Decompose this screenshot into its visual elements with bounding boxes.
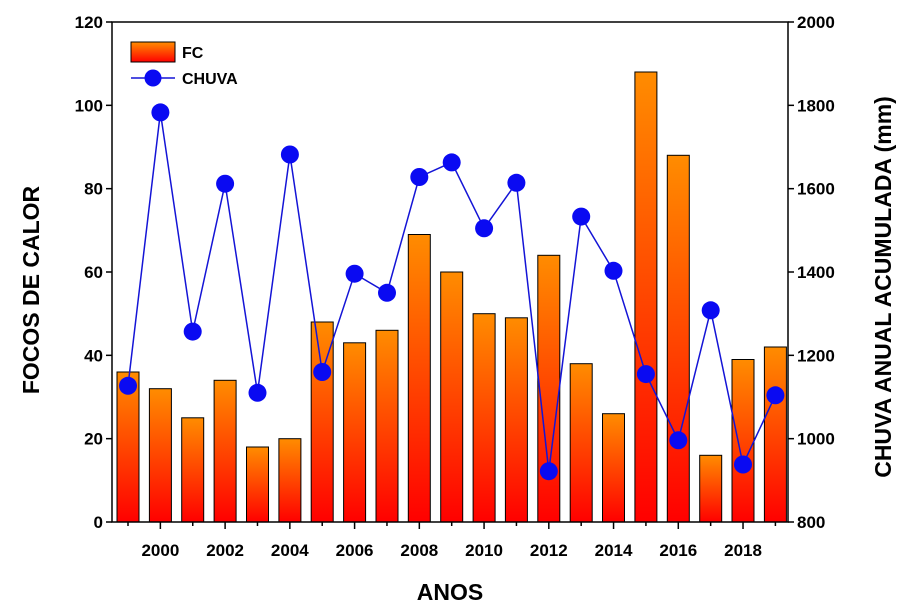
rain-point-2019 [766,386,785,405]
bar-fc-2018 [731,359,755,523]
bar-fc-2010 [472,313,496,523]
x-tick-label-2016: 2016 [659,541,697,560]
x-tick-label-2000: 2000 [141,541,179,560]
legend-chuva-marker [144,69,162,87]
y-right-tick-label-1400: 1400 [797,263,835,282]
y-right-tick-label-1000: 1000 [797,430,835,449]
x-tick-label-2010: 2010 [465,541,503,560]
rain-point-2010 [475,219,494,238]
rain-point-2011 [507,173,526,192]
rain-point-2013 [572,207,591,226]
rain-point-2004 [280,145,299,164]
x-tick-label-2014: 2014 [595,541,633,560]
rain-point-2005 [313,363,332,381]
legend-fc-label: FC [182,45,204,62]
bar-fc-2009 [440,271,464,523]
y-left-axis-title: FOCOS DE CALOR [18,185,44,394]
x-tick-label-2012: 2012 [530,541,568,560]
rain-point-2006 [345,264,364,283]
rain-point-1999 [119,376,137,395]
rain-line-group [119,103,785,481]
bar-fc-2001 [181,417,205,523]
bar-fc-2014 [602,413,625,523]
bar-fc-2008 [407,234,431,523]
y-right-tick-label-1800: 1800 [797,96,835,115]
rain-point-2015 [636,365,655,384]
y-left-tick-label-20: 20 [84,430,103,449]
x-axis-title: ANOS [417,579,483,603]
rain-point-2000 [151,103,170,122]
y-right-tick-label-800: 800 [797,513,825,532]
bar-fc-2017 [699,454,723,523]
legend: FC CHUVA [130,41,238,88]
bar-fc-2007 [375,329,399,523]
bar-fc-2004 [278,438,302,523]
y-left-tick-label-0: 0 [94,513,103,532]
rain-point-2016 [669,431,688,450]
bar-fc-2011 [504,317,528,523]
legend-fc-swatch [130,41,176,63]
legend-chuva-label: CHUVA [182,71,238,88]
x-tick-label-2008: 2008 [400,541,438,560]
bar-fc-2019 [763,346,787,523]
y-left-tick-label-100: 100 [75,96,103,115]
rain-point-2007 [378,283,396,302]
bar-fc-2013 [569,363,593,523]
y-right-tick-label-2000: 2000 [797,13,835,32]
rain-point-2017 [701,301,720,320]
rain-point-2008 [410,168,429,186]
rain-point-2018 [734,455,752,474]
x-tick-label-2018: 2018 [724,541,762,560]
rain-point-2014 [604,261,623,280]
y-left-tick-label-80: 80 [84,180,103,199]
y-right-axis-title: CHUVA ANUAL ACUMULADA (mm) [870,96,896,478]
x-tick-label-2006: 2006 [336,541,374,560]
rain-point-2001 [183,322,202,341]
bar-fc-2006 [343,342,367,523]
x-tick-label-2004: 2004 [271,541,309,560]
y-left-tick-label-60: 60 [84,263,103,282]
bar-fc-2002 [213,379,237,523]
y-right-tick-label-1600: 1600 [797,180,835,199]
bar-fc-2016 [666,154,690,523]
rain-point-2003 [248,383,267,402]
bar-fc-2012 [537,254,561,523]
rain-point-2002 [216,174,235,193]
rain-point-2012 [539,462,558,481]
bar-fc-2003 [246,446,269,523]
y-right-tick-label-1200: 1200 [797,346,835,365]
bar-fc-2005 [310,321,334,523]
rain-point-2009 [442,153,461,172]
bar-fc-2000 [148,388,172,523]
axes-group: 0 20 40 60 80 100 120 800 1000 1200 1400 1600 1800 20… [75,13,835,560]
y-left-tick-label-120: 120 [75,13,103,32]
bar-fc-2015 [634,71,658,523]
y-left-tick-label-40: 40 [84,346,103,365]
x-tick-label-2002: 2002 [206,541,244,560]
bars-group [116,71,787,523]
